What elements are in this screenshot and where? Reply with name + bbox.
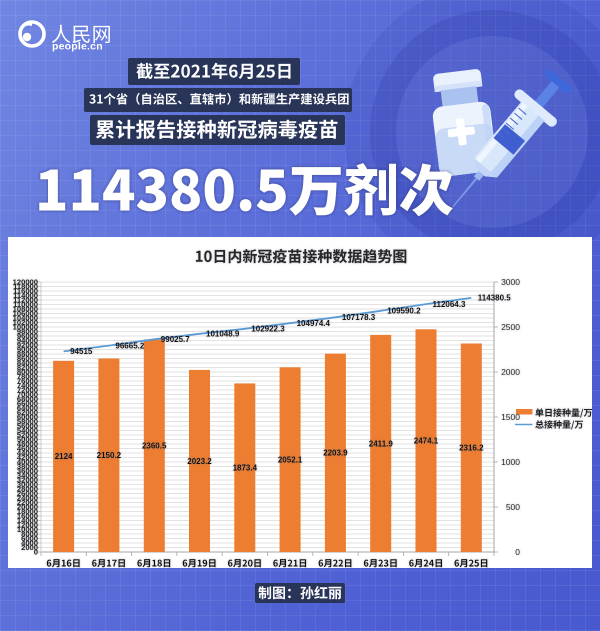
svg-text:82000: 82000: [17, 363, 38, 372]
svg-text:92000: 92000: [17, 341, 38, 350]
svg-text:101048.9: 101048.9: [206, 330, 240, 339]
svg-text:people.cn: people.cn: [52, 41, 103, 53]
svg-text:107178.3: 107178.3: [342, 313, 376, 322]
svg-text:4000: 4000: [21, 539, 38, 548]
svg-text:80000: 80000: [17, 368, 38, 377]
svg-text:106000: 106000: [13, 309, 38, 318]
svg-text:112000: 112000: [13, 296, 38, 305]
svg-text:98000: 98000: [17, 327, 38, 336]
svg-text:64000: 64000: [17, 404, 38, 413]
svg-text:500: 500: [506, 502, 520, 512]
svg-text:86000: 86000: [17, 354, 38, 363]
svg-text:20000: 20000: [17, 503, 38, 512]
svg-text:2316.2: 2316.2: [459, 444, 484, 453]
svg-text:2124: 2124: [55, 452, 73, 461]
svg-text:28000: 28000: [17, 485, 38, 494]
svg-text:102922.3: 102922.3: [251, 325, 285, 334]
svg-text:78000: 78000: [17, 372, 38, 381]
svg-text:3000: 3000: [501, 277, 520, 287]
svg-text:60000: 60000: [17, 413, 38, 422]
svg-text:1873.4: 1873.4: [233, 464, 258, 473]
svg-text:56000: 56000: [17, 422, 38, 431]
svg-text:90000: 90000: [17, 345, 38, 354]
svg-text:84000: 84000: [17, 359, 38, 368]
svg-text:114380.5: 114380.5: [478, 294, 511, 303]
svg-text:96665.2: 96665.2: [115, 341, 144, 350]
svg-text:66000: 66000: [17, 399, 38, 408]
svg-text:0: 0: [34, 548, 38, 557]
svg-text:114000: 114000: [13, 291, 38, 300]
svg-text:94515: 94515: [70, 347, 93, 356]
svg-text:58000: 58000: [17, 417, 38, 426]
svg-text:18000: 18000: [17, 507, 38, 516]
svg-text:32000: 32000: [17, 476, 38, 485]
svg-text:26000: 26000: [17, 489, 38, 498]
svg-text:50000: 50000: [17, 435, 38, 444]
svg-text:96000: 96000: [17, 332, 38, 341]
svg-text:1500: 1500: [501, 412, 520, 422]
svg-text:2411.9: 2411.9: [369, 439, 394, 448]
svg-text:109590.2: 109590.2: [387, 307, 421, 316]
svg-text:99025.7: 99025.7: [161, 335, 190, 344]
svg-text:104974.4: 104974.4: [297, 319, 331, 328]
svg-text:42000: 42000: [17, 453, 38, 462]
svg-text:6000: 6000: [21, 534, 38, 543]
svg-text:54000: 54000: [17, 426, 38, 435]
svg-text:22000: 22000: [17, 498, 38, 507]
svg-text:24000: 24000: [17, 494, 38, 503]
svg-text:2000: 2000: [501, 367, 520, 377]
svg-text:88000: 88000: [17, 350, 38, 359]
svg-text:38000: 38000: [17, 462, 38, 471]
svg-text:108000: 108000: [13, 305, 38, 314]
svg-text:16000: 16000: [17, 512, 38, 521]
svg-text:72000: 72000: [17, 386, 38, 395]
svg-text:2052.1: 2052.1: [278, 456, 303, 465]
svg-text:1000: 1000: [501, 457, 520, 467]
svg-text:70000: 70000: [17, 390, 38, 399]
svg-text:100000: 100000: [13, 323, 38, 332]
svg-text:0: 0: [515, 547, 520, 557]
svg-text:2360.5: 2360.5: [142, 442, 167, 451]
svg-text:120000: 120000: [13, 278, 38, 287]
svg-text:48000: 48000: [17, 440, 38, 449]
svg-text:110000: 110000: [13, 300, 38, 309]
svg-text:44000: 44000: [17, 449, 38, 458]
svg-text:2203.9: 2203.9: [323, 449, 348, 458]
svg-text:30000: 30000: [17, 480, 38, 489]
svg-text:46000: 46000: [17, 444, 38, 453]
svg-text:2023.2: 2023.2: [187, 457, 212, 466]
svg-text:116000: 116000: [13, 287, 38, 296]
svg-text:36000: 36000: [17, 467, 38, 476]
svg-text:14000: 14000: [17, 516, 38, 525]
svg-text:52000: 52000: [17, 431, 38, 440]
svg-text:76000: 76000: [17, 377, 38, 386]
svg-text:118000: 118000: [13, 282, 38, 291]
svg-text:112064.3: 112064.3: [433, 300, 466, 309]
svg-text:62000: 62000: [17, 408, 38, 417]
svg-text:10000: 10000: [17, 525, 38, 534]
svg-text:2500: 2500: [501, 322, 520, 332]
svg-text:94000: 94000: [17, 336, 38, 345]
svg-text:2474.1: 2474.1: [414, 437, 439, 446]
svg-text:40000: 40000: [17, 458, 38, 467]
svg-text:68000: 68000: [17, 395, 38, 404]
svg-text:102000: 102000: [13, 318, 38, 327]
svg-text:2000: 2000: [21, 543, 38, 552]
svg-text:12000: 12000: [17, 521, 38, 530]
svg-text:8000: 8000: [21, 530, 38, 539]
svg-text:104000: 104000: [13, 314, 38, 323]
svg-text:34000: 34000: [17, 471, 38, 480]
svg-text:74000: 74000: [17, 381, 38, 390]
svg-text:2150.2: 2150.2: [97, 451, 122, 460]
